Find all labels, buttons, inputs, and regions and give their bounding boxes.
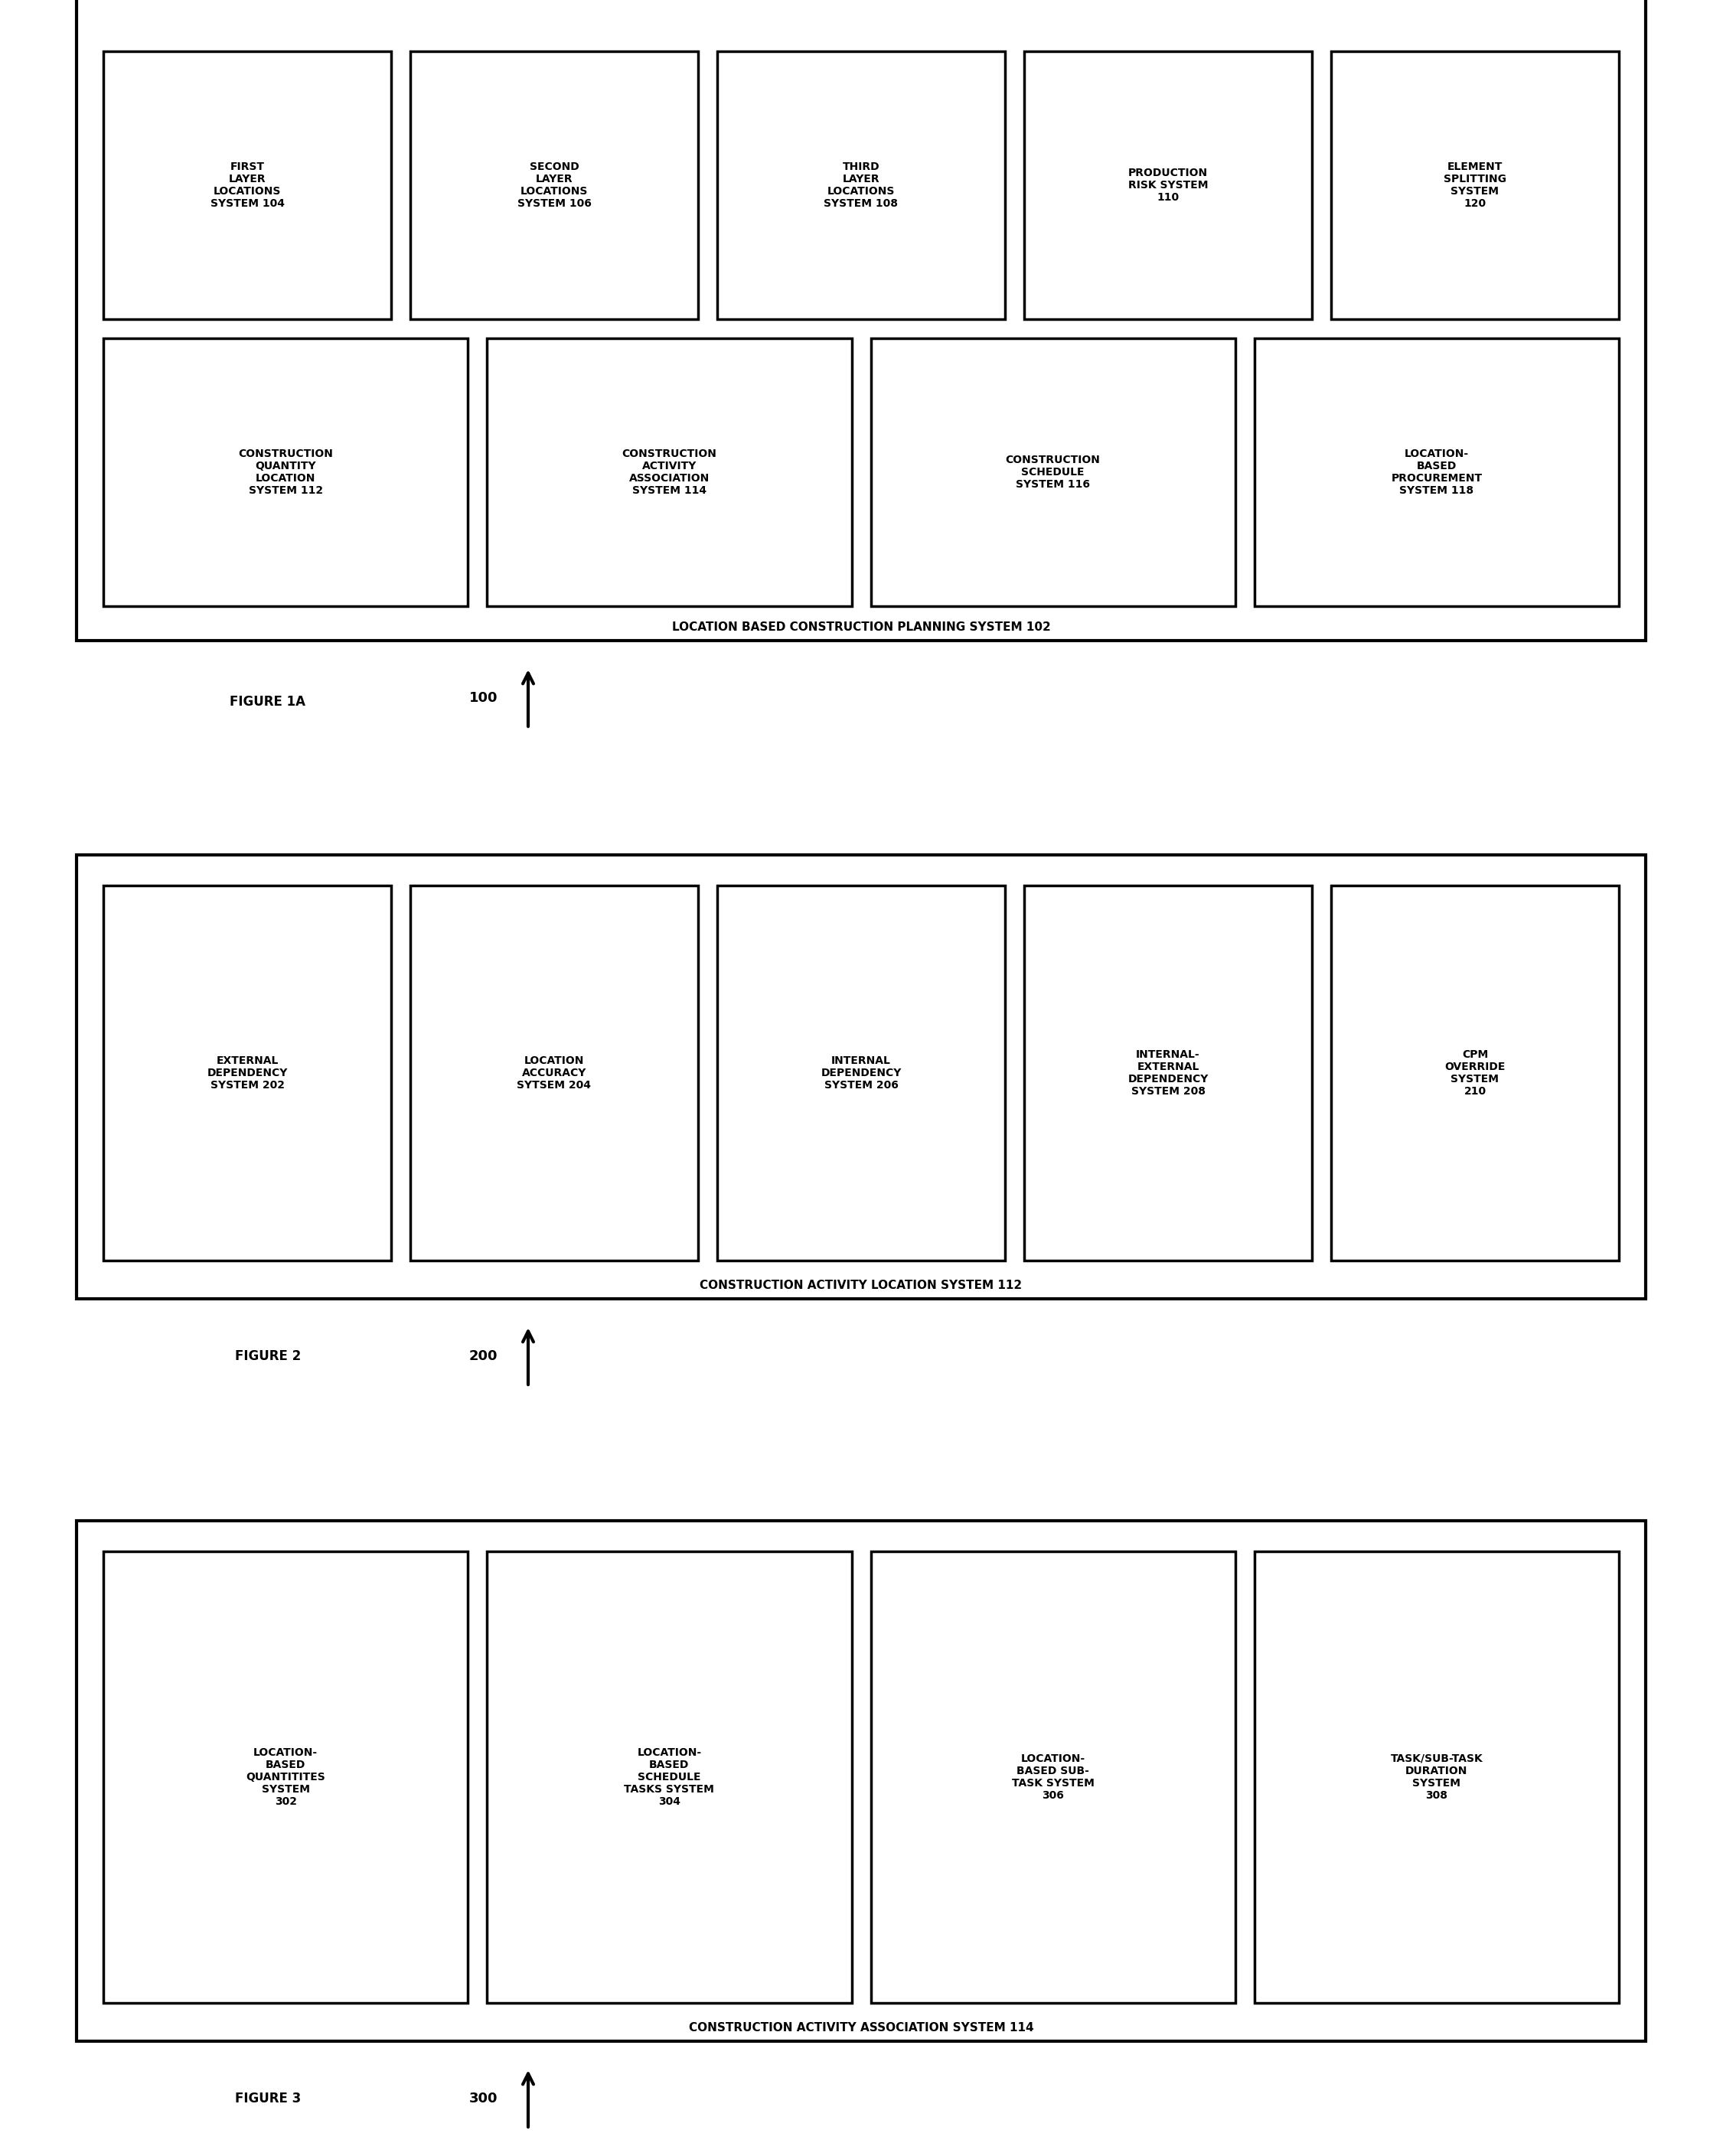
Text: FIGURE 1A: FIGURE 1A — [229, 694, 306, 709]
FancyBboxPatch shape — [717, 52, 1005, 319]
FancyArrowPatch shape — [523, 2074, 533, 2128]
FancyBboxPatch shape — [1255, 338, 1620, 606]
Text: CONSTRUCTION ACTIVITY ASSOCIATION SYSTEM 114: CONSTRUCTION ACTIVITY ASSOCIATION SYSTEM… — [689, 2022, 1033, 2033]
Text: FIRST
LAYER
LOCATIONS
SYSTEM 104: FIRST LAYER LOCATIONS SYSTEM 104 — [210, 162, 285, 209]
FancyBboxPatch shape — [410, 886, 698, 1261]
FancyBboxPatch shape — [76, 0, 1646, 640]
Text: PRODUCTION
RISK SYSTEM
110: PRODUCTION RISK SYSTEM 110 — [1128, 168, 1208, 203]
FancyBboxPatch shape — [410, 52, 698, 319]
Text: INTERNAL
DEPENDENCY
SYSTEM 206: INTERNAL DEPENDENCY SYSTEM 206 — [821, 1054, 901, 1091]
FancyBboxPatch shape — [76, 1520, 1646, 2042]
Text: LOCATION
ACCURACY
SYTSEM 204: LOCATION ACCURACY SYTSEM 204 — [517, 1054, 592, 1091]
FancyArrowPatch shape — [523, 1330, 533, 1384]
Text: TASK/SUB-TASK
DURATION
SYSTEM
308: TASK/SUB-TASK DURATION SYSTEM 308 — [1391, 1753, 1483, 1800]
Text: LOCATION-
BASED
QUANTITITES
SYSTEM
302: LOCATION- BASED QUANTITITES SYSTEM 302 — [247, 1746, 325, 1807]
FancyBboxPatch shape — [871, 1552, 1236, 2003]
FancyBboxPatch shape — [488, 338, 852, 606]
FancyBboxPatch shape — [488, 1552, 852, 2003]
FancyBboxPatch shape — [104, 338, 469, 606]
Text: CPM
OVERRIDE
SYSTEM
210: CPM OVERRIDE SYSTEM 210 — [1444, 1050, 1505, 1097]
Text: LOCATION-
BASED
SCHEDULE
TASKS SYSTEM
304: LOCATION- BASED SCHEDULE TASKS SYSTEM 30… — [625, 1746, 715, 1807]
FancyBboxPatch shape — [76, 856, 1646, 1298]
FancyBboxPatch shape — [1332, 52, 1620, 319]
FancyBboxPatch shape — [871, 338, 1236, 606]
Text: EXTERNAL
DEPENDENCY
SYSTEM 202: EXTERNAL DEPENDENCY SYSTEM 202 — [207, 1054, 288, 1091]
Text: FIGURE 3: FIGURE 3 — [234, 2091, 300, 2106]
Text: ELEMENT
SPLITTING
SYSTEM
120: ELEMENT SPLITTING SYSTEM 120 — [1444, 162, 1507, 209]
FancyBboxPatch shape — [104, 886, 391, 1261]
Text: 100: 100 — [469, 692, 498, 705]
Text: CONSTRUCTION
ACTIVITY
ASSOCIATION
SYSTEM 114: CONSTRUCTION ACTIVITY ASSOCIATION SYSTEM… — [621, 448, 717, 496]
Text: FIGURE 2: FIGURE 2 — [234, 1350, 300, 1363]
FancyBboxPatch shape — [717, 886, 1005, 1261]
Text: SECOND
LAYER
LOCATIONS
SYSTEM 106: SECOND LAYER LOCATIONS SYSTEM 106 — [517, 162, 592, 209]
Text: LOCATION-
BASED SUB-
TASK SYSTEM
306: LOCATION- BASED SUB- TASK SYSTEM 306 — [1012, 1753, 1094, 1800]
FancyBboxPatch shape — [104, 52, 391, 319]
FancyBboxPatch shape — [1024, 52, 1312, 319]
Text: LOCATION-
BASED
PROCUREMENT
SYSTEM 118: LOCATION- BASED PROCUREMENT SYSTEM 118 — [1391, 448, 1483, 496]
Text: CONSTRUCTION
QUANTITY
LOCATION
SYSTEM 112: CONSTRUCTION QUANTITY LOCATION SYSTEM 11… — [238, 448, 333, 496]
FancyArrowPatch shape — [523, 673, 533, 727]
FancyBboxPatch shape — [1332, 886, 1620, 1261]
FancyBboxPatch shape — [1255, 1552, 1620, 2003]
Text: 300: 300 — [469, 2091, 498, 2106]
Text: CONSTRUCTION
SCHEDULE
SYSTEM 116: CONSTRUCTION SCHEDULE SYSTEM 116 — [1005, 455, 1101, 489]
FancyBboxPatch shape — [104, 1552, 469, 2003]
FancyBboxPatch shape — [1024, 886, 1312, 1261]
Text: INTERNAL-
EXTERNAL
DEPENDENCY
SYSTEM 208: INTERNAL- EXTERNAL DEPENDENCY SYSTEM 208 — [1128, 1050, 1208, 1097]
Text: 200: 200 — [469, 1350, 498, 1363]
Text: CONSTRUCTION ACTIVITY LOCATION SYSTEM 112: CONSTRUCTION ACTIVITY LOCATION SYSTEM 11… — [700, 1279, 1023, 1291]
Text: THIRD
LAYER
LOCATIONS
SYSTEM 108: THIRD LAYER LOCATIONS SYSTEM 108 — [825, 162, 898, 209]
Text: LOCATION BASED CONSTRUCTION PLANNING SYSTEM 102: LOCATION BASED CONSTRUCTION PLANNING SYS… — [672, 621, 1050, 632]
